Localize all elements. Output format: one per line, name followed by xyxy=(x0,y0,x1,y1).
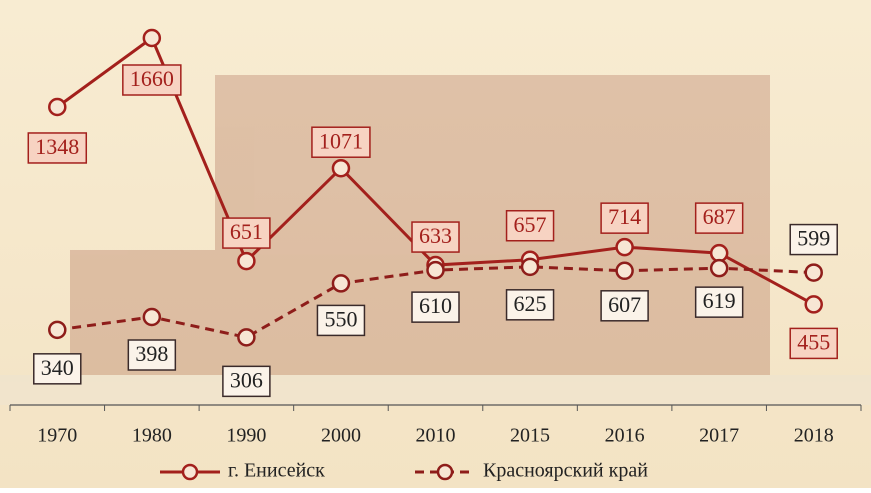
point xyxy=(804,263,823,282)
value-label-box xyxy=(311,126,371,158)
value-label: 306 xyxy=(230,367,263,392)
point xyxy=(48,97,67,117)
value-label-box xyxy=(505,209,555,242)
value-label: 607 xyxy=(608,292,641,317)
value-label-box xyxy=(222,217,271,249)
value-label-box xyxy=(316,304,366,337)
point xyxy=(804,295,823,314)
value-label-box xyxy=(411,291,460,323)
value-label: 1660 xyxy=(130,66,174,91)
value-label: 651 xyxy=(230,219,263,244)
x-tick-label: 2010 xyxy=(416,425,456,447)
legend-marker xyxy=(436,463,454,481)
value-label: 455 xyxy=(797,329,830,354)
x-tick-label: 2018 xyxy=(794,425,834,447)
building-backdrop xyxy=(0,75,871,405)
value-label: 1348 xyxy=(35,134,79,159)
value-label: 657 xyxy=(514,212,547,237)
value-label: 610 xyxy=(419,293,452,318)
legend-label: г. Енисейск xyxy=(228,460,325,482)
value-label-box xyxy=(411,221,460,253)
value-label: 340 xyxy=(41,355,74,380)
point xyxy=(237,328,256,347)
point xyxy=(331,274,351,293)
value-label: 550 xyxy=(324,306,357,331)
legend-label: Красноярский край xyxy=(483,460,648,482)
value-label-box xyxy=(694,202,744,234)
value-label-box xyxy=(600,290,649,322)
point xyxy=(520,257,540,277)
value-label: 398 xyxy=(135,341,168,366)
point xyxy=(237,251,256,271)
value-label-box xyxy=(789,327,838,360)
value-label-box xyxy=(505,289,555,321)
point xyxy=(426,260,445,280)
point xyxy=(709,243,729,263)
value-label-box xyxy=(600,202,649,234)
legend: г. Енисейск Красноярский край xyxy=(160,460,648,482)
x-tick-label: 2017 xyxy=(699,425,739,447)
x-tick-label: 2015 xyxy=(510,425,550,447)
point xyxy=(142,28,162,48)
value-label-box xyxy=(27,132,88,164)
x-tick-label: 2016 xyxy=(605,425,645,447)
value-label-box xyxy=(122,64,182,96)
value-label: 714 xyxy=(608,204,641,229)
value-label: 625 xyxy=(514,291,547,316)
value-label-box xyxy=(33,353,82,385)
point xyxy=(709,258,729,278)
value-label: 687 xyxy=(703,204,736,229)
value-label: 633 xyxy=(419,223,452,248)
value-label: 619 xyxy=(703,288,736,313)
value-label-box xyxy=(694,286,744,318)
value-label-box xyxy=(222,365,271,398)
x-tick-label: 1990 xyxy=(226,425,266,447)
point xyxy=(615,261,634,281)
point xyxy=(615,237,634,257)
x-tick-label: 1980 xyxy=(132,425,172,447)
value-label: 1071 xyxy=(319,128,363,153)
legend-marker xyxy=(181,463,199,481)
point xyxy=(331,158,351,178)
x-tick-label: 1970 xyxy=(37,425,77,447)
point xyxy=(142,307,162,327)
value-label: 599 xyxy=(797,226,830,251)
x-tick-label: 2000 xyxy=(321,425,361,447)
value-label-box xyxy=(789,223,838,256)
value-label-box xyxy=(127,339,177,371)
point xyxy=(48,320,67,340)
